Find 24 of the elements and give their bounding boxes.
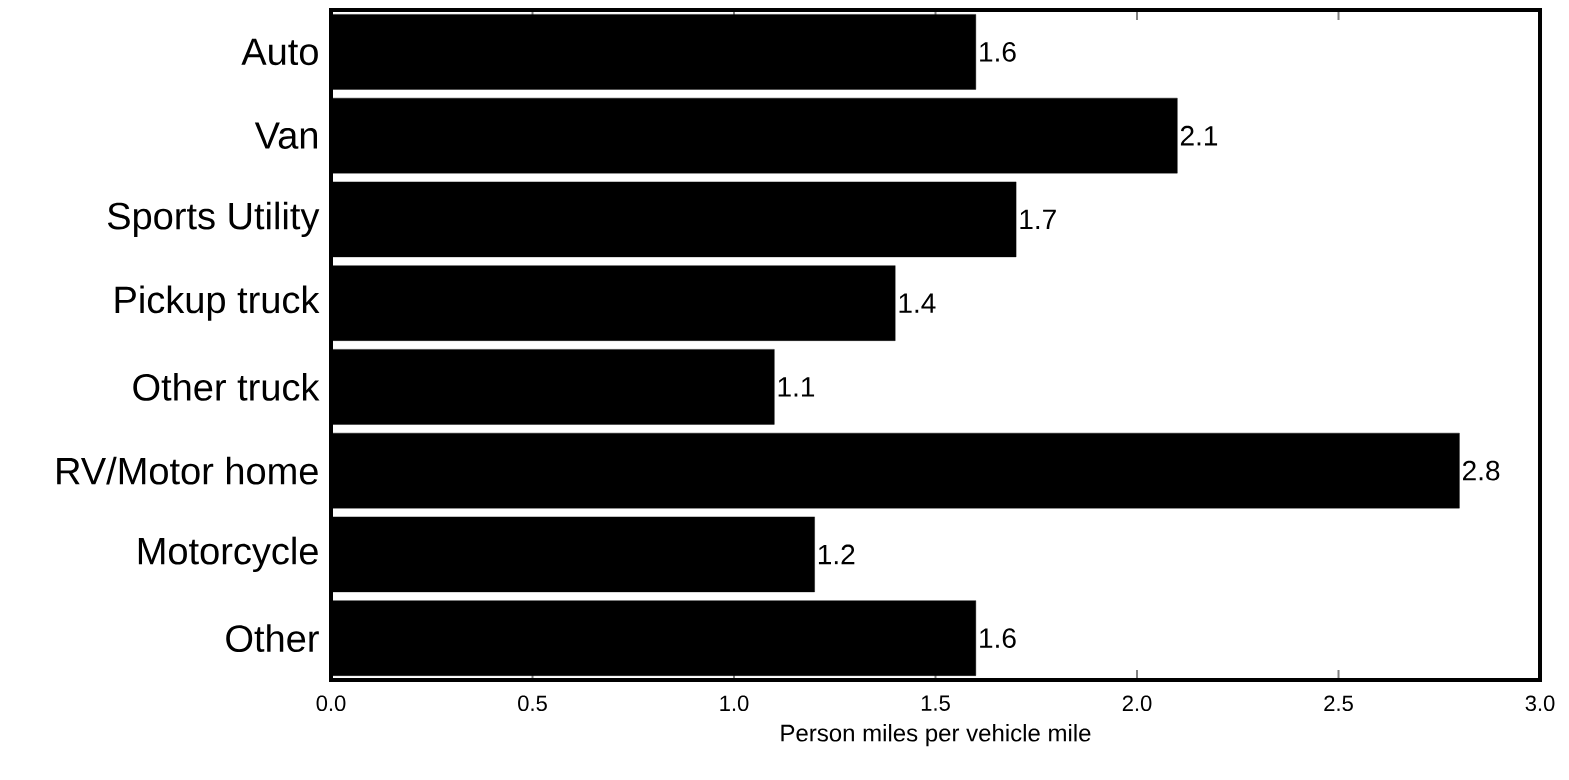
data-label: 1.1 — [778, 377, 815, 397]
y-tick-label: Other — [226, 624, 319, 653]
y-tick-label: Sports Utility — [107, 201, 320, 238]
data-label: 2.8 — [1463, 460, 1500, 481]
y-tick-label: Other truck — [133, 372, 320, 401]
x-tick-label: 1.0 — [720, 695, 749, 712]
x-tick-label: 1.5 — [921, 695, 950, 711]
data-label: 1.7 — [1020, 209, 1056, 230]
data-label: 1.6 — [980, 41, 1016, 62]
y-tick-label: Motorcycle — [138, 536, 318, 573]
data-label: 1.4 — [899, 293, 936, 313]
y-tick-label: Van — [254, 122, 317, 149]
data-label: 2.1 — [1180, 125, 1218, 146]
x-tick-label: 2.0 — [1122, 695, 1152, 712]
x-tick-label: 3.0 — [1525, 695, 1555, 712]
data-label: 1.2 — [818, 544, 855, 565]
x-tick-label: 0.5 — [518, 695, 547, 712]
y-tick-label: Pickup truck — [115, 285, 320, 321]
data-label: 1.6 — [980, 628, 1016, 649]
x-axis-title: Person miles per vehicle mile — [781, 723, 1091, 747]
x-tick-label: 0.0 — [316, 695, 346, 712]
x-tick-label: 2.5 — [1324, 695, 1353, 712]
y-tick-label: Auto — [241, 38, 318, 66]
y-tick-label: RV/Motor home — [57, 456, 318, 485]
